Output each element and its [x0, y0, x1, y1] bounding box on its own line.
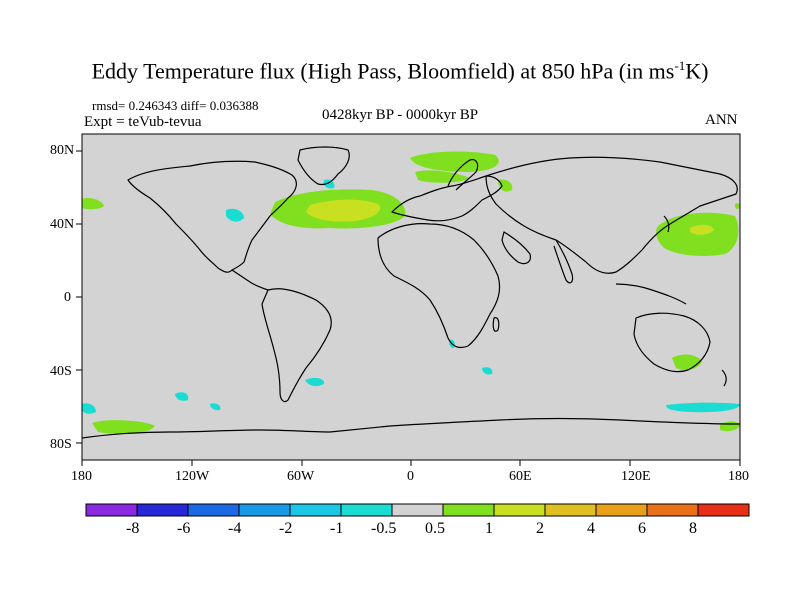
- coastline-asia: [485, 156, 738, 274]
- colorbar-label: -2: [279, 520, 293, 537]
- anomaly-region: [175, 392, 189, 401]
- colorbar-label: 4: [587, 520, 595, 537]
- anomaly-region: [210, 403, 221, 411]
- anomaly-region: [323, 179, 335, 189]
- anomaly-region: [498, 179, 513, 192]
- anomaly-region: [666, 402, 740, 413]
- coastline-greenland: [297, 146, 350, 186]
- anomaly-region: [82, 403, 96, 414]
- lat-label: 40N: [50, 217, 75, 232]
- lon-label: 60W: [287, 469, 315, 484]
- colorbar-swatch: [493, 503, 546, 517]
- coastline-south-america: [261, 288, 332, 403]
- coastline-japan: [663, 215, 670, 233]
- colorbar-label: -6: [177, 520, 191, 537]
- lat-ticks: [76, 150, 82, 444]
- lon-label: 180: [728, 469, 749, 484]
- lon-label: 120E: [621, 469, 651, 484]
- colorbar-label: 2: [536, 520, 544, 537]
- colorbar-swatch: [595, 503, 648, 517]
- colorbar-swatch: [646, 503, 699, 517]
- coastline-australia: [633, 312, 711, 373]
- anomaly-fields: [82, 151, 740, 434]
- anomaly-region: [415, 170, 470, 183]
- anomaly-region: [735, 203, 740, 209]
- lon-label: 120W: [175, 469, 210, 484]
- colorbar-label: -0.5: [371, 520, 397, 537]
- colorbar-swatch: [238, 503, 291, 517]
- coastline-africa: [377, 223, 501, 349]
- lon-label: 0: [407, 469, 414, 484]
- coastline-arabia: [501, 231, 531, 265]
- map-background: [82, 134, 740, 460]
- season-label: ANN: [705, 112, 738, 128]
- coastline-indonesia: [615, 283, 687, 305]
- stats-text: rmsd= 0.246343 diff= 0.036388: [92, 98, 259, 113]
- colorbar-label: 6: [638, 520, 646, 537]
- anomaly-region: [410, 151, 499, 172]
- coastline-scandinavia: [447, 159, 479, 191]
- colorbar: [85, 503, 750, 517]
- colorbar-swatch: [697, 503, 750, 517]
- experiment-label: Expt = teVub-tevua: [84, 114, 202, 130]
- coastline-india: [553, 239, 574, 284]
- coastline-madagascar: [492, 317, 500, 332]
- lat-label: 40S: [50, 364, 72, 379]
- colorbar-swatch: [391, 503, 444, 517]
- colorbar-swatch: [442, 503, 495, 517]
- colorbar-label: -4: [228, 520, 242, 537]
- lon-label: 60E: [509, 469, 532, 484]
- colorbar-label: 8: [689, 520, 697, 537]
- colorbar-label: -8: [126, 520, 140, 537]
- anomaly-region: [482, 367, 493, 375]
- colorbar-swatch: [544, 503, 597, 517]
- coastline-europe: [391, 175, 503, 222]
- colorbar-swatch: [187, 503, 240, 517]
- anomaly-region: [306, 199, 381, 222]
- anomaly-region: [305, 377, 325, 387]
- anomaly-region: [226, 208, 244, 222]
- lat-label: 0: [64, 290, 71, 305]
- coastline-antarctica: [81, 417, 741, 439]
- lon-ticks: [81, 460, 741, 466]
- coastline-north-america: [127, 160, 297, 273]
- anomaly-region: [82, 197, 104, 210]
- colorbar-swatch: [340, 503, 393, 517]
- lat-label: 80N: [50, 143, 75, 158]
- lon-label: 180: [71, 469, 92, 484]
- anomaly-region: [92, 420, 155, 434]
- colorbar-label: -1: [330, 520, 344, 537]
- colorbar-label: 1: [485, 520, 493, 537]
- colorbar-swatch: [85, 503, 138, 517]
- anomaly-region: [690, 224, 714, 235]
- colorbar-label: 0.5: [425, 520, 445, 537]
- coastline-central-america: [231, 269, 269, 291]
- colorbar-swatch: [136, 503, 189, 517]
- coastlines: [81, 146, 741, 439]
- map-title: Eddy Temperature flux (High Pass, Bloomf…: [91, 58, 709, 84]
- lat-label: 80S: [50, 437, 72, 452]
- period-label: 0428kyr BP - 0000kyr BP: [321, 107, 479, 123]
- coastline-new-zealand: [721, 369, 727, 387]
- colorbar-swatch: [289, 503, 342, 517]
